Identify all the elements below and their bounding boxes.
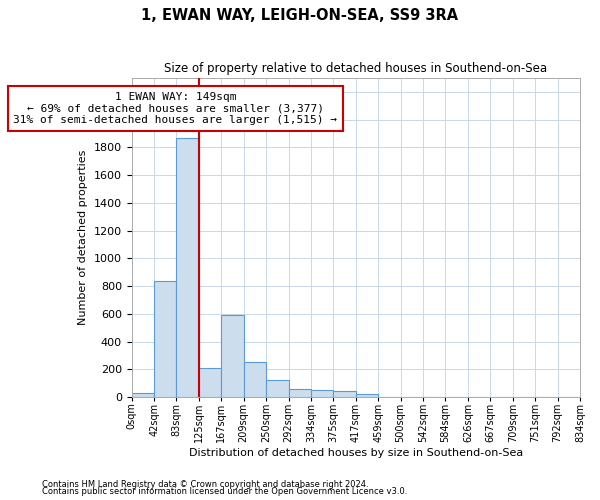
Title: Size of property relative to detached houses in Southend-on-Sea: Size of property relative to detached ho…	[164, 62, 547, 76]
Bar	[289, 390, 311, 397]
Bar	[356, 394, 378, 397]
Bar	[244, 362, 266, 397]
Text: Contains HM Land Registry data © Crown copyright and database right 2024.: Contains HM Land Registry data © Crown c…	[42, 480, 368, 489]
Text: 1 EWAN WAY: 149sqm
← 69% of detached houses are smaller (3,377)
31% of semi-deta: 1 EWAN WAY: 149sqm ← 69% of detached hou…	[13, 92, 337, 125]
Bar	[131, 393, 154, 397]
Bar	[154, 280, 176, 397]
Y-axis label: Number of detached properties: Number of detached properties	[78, 150, 88, 325]
Bar	[221, 315, 244, 397]
Text: Contains public sector information licensed under the Open Government Licence v3: Contains public sector information licen…	[42, 487, 407, 496]
Bar	[199, 368, 221, 397]
Bar	[176, 138, 199, 397]
Bar	[334, 392, 356, 397]
Bar	[266, 380, 289, 397]
X-axis label: Distribution of detached houses by size in Southend-on-Sea: Distribution of detached houses by size …	[189, 448, 523, 458]
Text: 1, EWAN WAY, LEIGH-ON-SEA, SS9 3RA: 1, EWAN WAY, LEIGH-ON-SEA, SS9 3RA	[142, 8, 458, 22]
Bar	[311, 390, 334, 397]
